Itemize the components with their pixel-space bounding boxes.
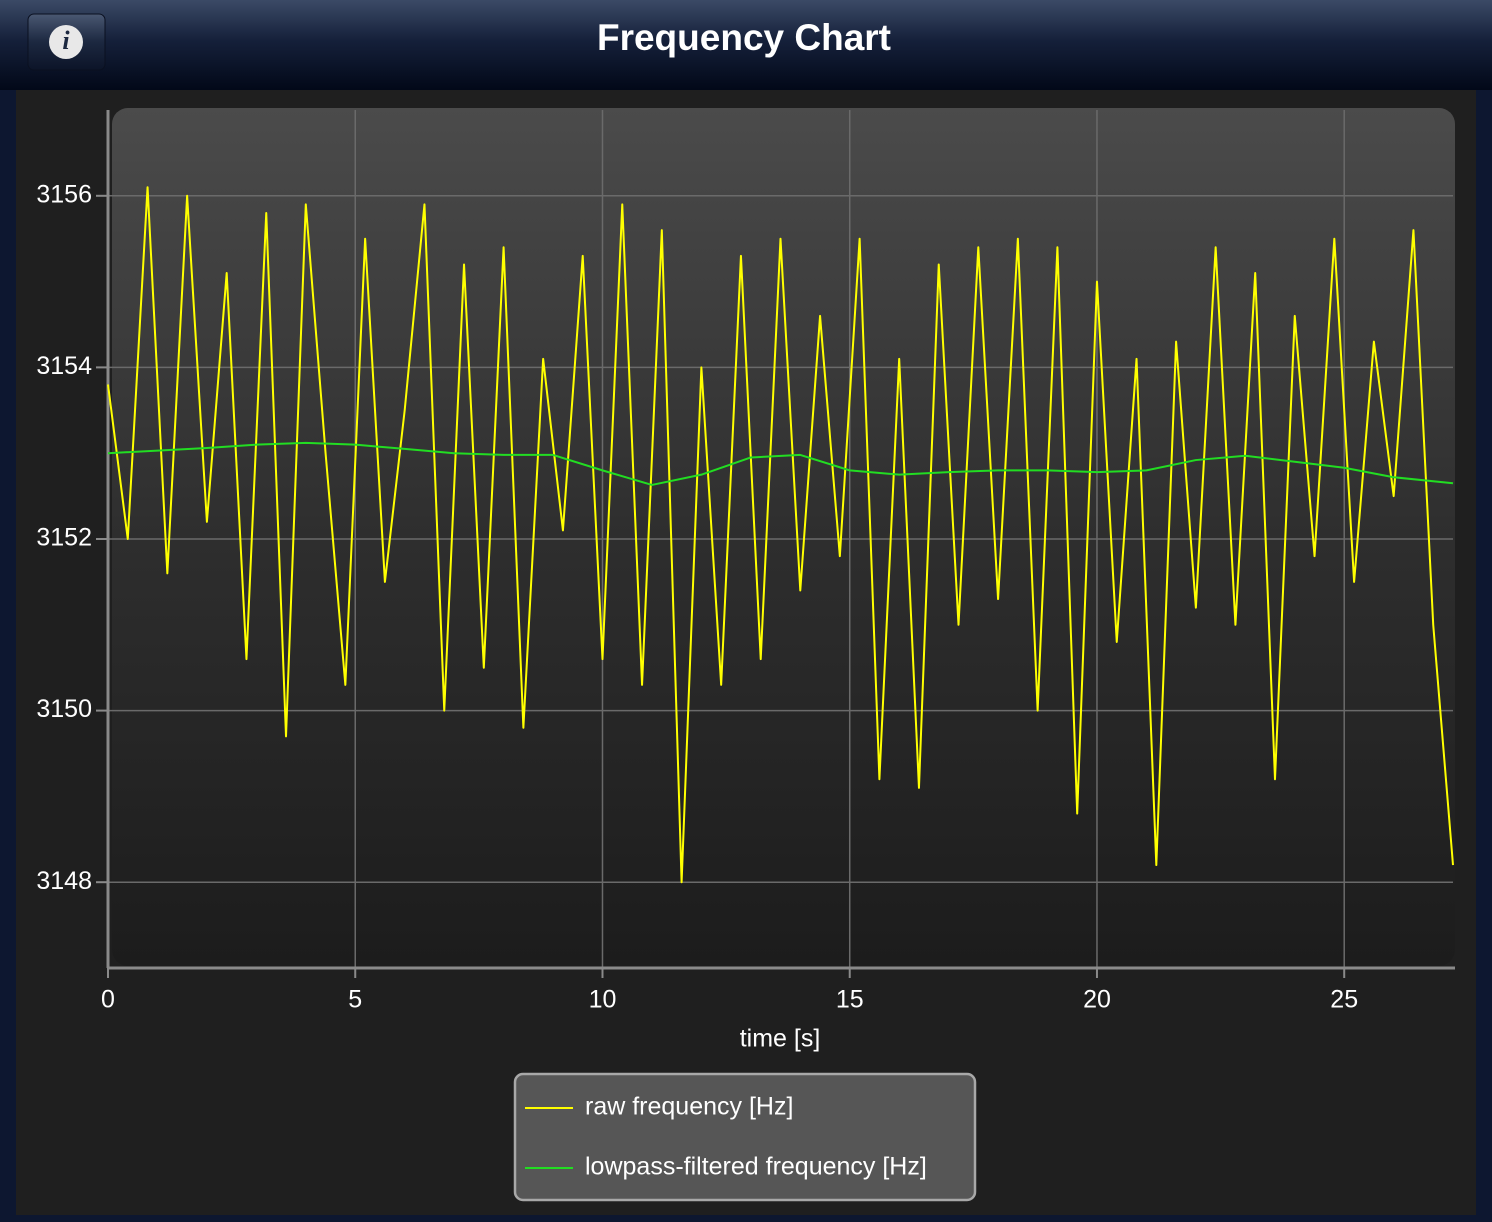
data-line	[107, 186, 1454, 884]
x-tick-label: 0	[101, 986, 115, 1014]
y-tick-label: 3148	[36, 867, 92, 895]
y-tick-label: 3156	[36, 180, 92, 208]
legend-label: lowpass-filtered frequency [Hz]	[585, 1153, 927, 1181]
chart-title: Frequency Chart	[597, 17, 891, 58]
y-tick-label: 3154	[36, 352, 92, 380]
y-tick-label: 3152	[36, 524, 92, 552]
x-tick-label: 20	[1083, 986, 1111, 1014]
legend	[513, 1072, 977, 1202]
x-tick-label: 25	[1330, 986, 1358, 1014]
x-axis-label: time [s]	[740, 1025, 821, 1053]
info-icon	[49, 25, 83, 59]
title-bar	[0, 0, 1492, 90]
data-line	[107, 441, 1454, 486]
info-glyph: i	[62, 26, 70, 55]
y-tick-label: 3150	[36, 695, 92, 723]
x-tick-label: 10	[589, 986, 617, 1014]
legend-label: raw frequency [Hz]	[585, 1093, 793, 1121]
x-tick-label: 5	[348, 986, 362, 1014]
plot-area	[112, 108, 1455, 966]
x-tick-label: 15	[836, 986, 864, 1014]
